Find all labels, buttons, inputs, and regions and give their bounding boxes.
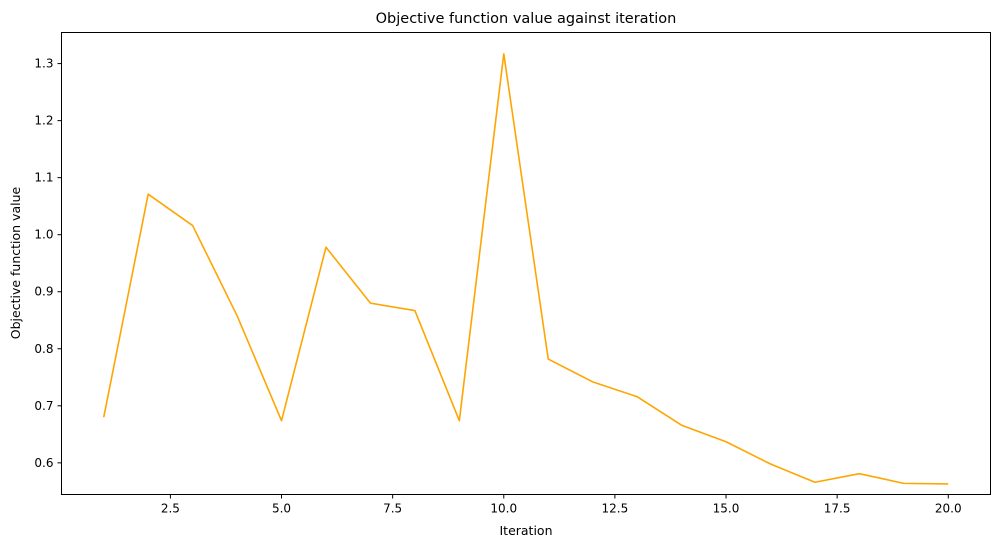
x-tick-label: 20.0 xyxy=(935,502,962,516)
y-tick-label: 0.9 xyxy=(34,285,53,299)
y-tick-label: 1.1 xyxy=(34,171,53,185)
y-axis-label: Objective function value xyxy=(8,186,23,339)
axes-frame xyxy=(61,32,991,495)
x-tick-label: 2.5 xyxy=(161,502,180,516)
x-tick-label: 15.0 xyxy=(713,502,740,516)
y-tick-label: 1.0 xyxy=(34,228,53,242)
x-tick-label: 10.0 xyxy=(490,502,517,516)
x-tick-label: 5.0 xyxy=(272,502,291,516)
y-tick-label: 0.6 xyxy=(34,456,53,470)
y-tick-label: 1.2 xyxy=(34,114,53,128)
x-tick-label: 7.5 xyxy=(383,502,402,516)
y-tick-label: 0.8 xyxy=(34,342,53,356)
series-line xyxy=(102,53,949,485)
x-tick-label: 12.5 xyxy=(602,502,629,516)
y-axis: 0.6 0.7 0.8 0.9 1.0 1.1 1.2 1.3 xyxy=(34,57,62,470)
x-axis-label: Iteration xyxy=(499,523,552,538)
chart-title: Objective function value against iterati… xyxy=(376,11,677,27)
x-tick-label: 17.5 xyxy=(824,502,851,516)
y-tick-label: 0.7 xyxy=(34,399,53,413)
plot-area xyxy=(102,53,949,485)
y-tick-label: 1.3 xyxy=(34,57,53,71)
x-axis: 2.5 5.0 7.5 10.0 12.5 15.0 17.5 20.0 xyxy=(161,494,962,516)
